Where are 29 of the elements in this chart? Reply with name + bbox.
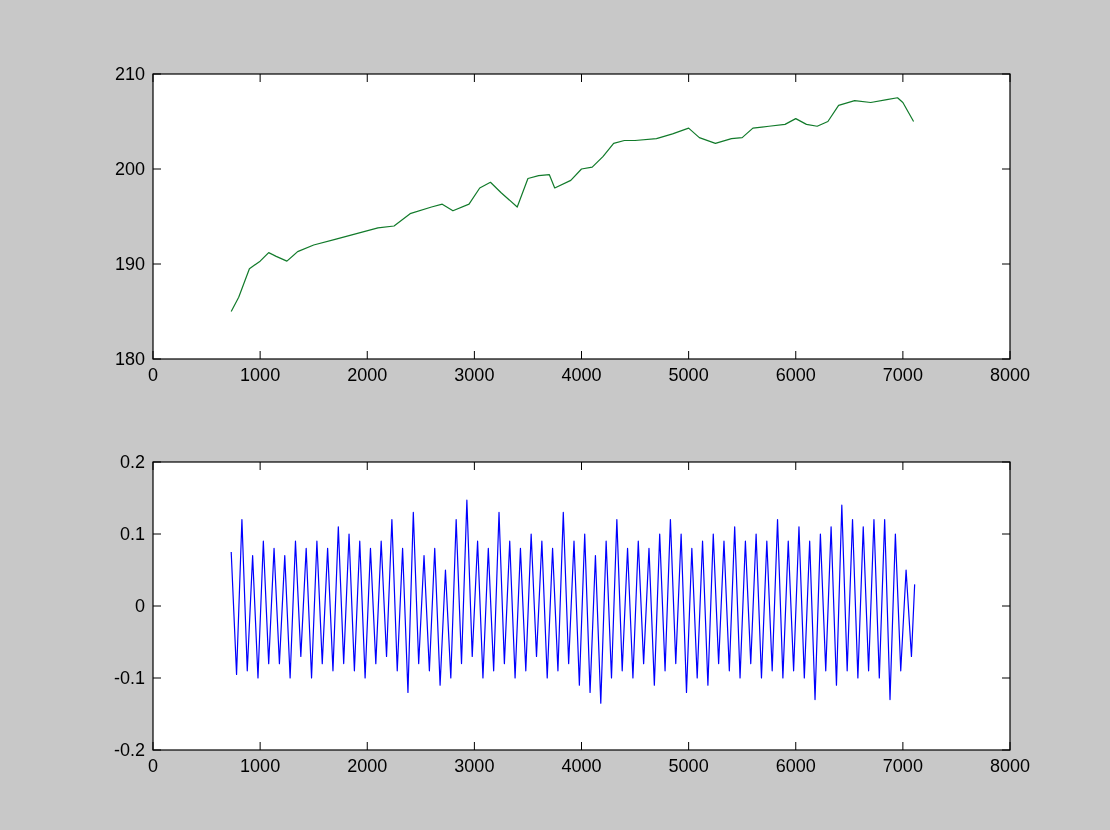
x-tick-label: 7000 bbox=[882, 365, 923, 385]
y-tick-label: 0.1 bbox=[119, 524, 145, 544]
x-tick-label: 4000 bbox=[561, 365, 602, 385]
x-tick-label: 6000 bbox=[775, 365, 816, 385]
y-tick-label: -0.1 bbox=[113, 668, 145, 688]
y-tick-label: 210 bbox=[114, 64, 145, 84]
x-tick-label: 2000 bbox=[347, 365, 388, 385]
y-tick-label: 190 bbox=[114, 254, 145, 274]
x-tick-label: 8000 bbox=[989, 365, 1031, 385]
x-tick-label: 0 bbox=[147, 756, 159, 776]
x-tick-label: 5000 bbox=[668, 365, 709, 385]
x-tick-label: 4000 bbox=[561, 756, 602, 776]
x-tick-label: 7000 bbox=[882, 756, 923, 776]
y-tick-label: 180 bbox=[114, 349, 145, 369]
x-tick-label: 8000 bbox=[989, 756, 1031, 776]
x-tick-label: 3000 bbox=[454, 756, 495, 776]
x-tick-label: 5000 bbox=[668, 756, 709, 776]
y-tick-label: 200 bbox=[114, 159, 145, 179]
x-tick-label: 2000 bbox=[347, 756, 388, 776]
x-tick-label: 1000 bbox=[240, 756, 281, 776]
y-tick-label: -0.2 bbox=[113, 740, 145, 760]
x-tick-label: 1000 bbox=[240, 365, 281, 385]
line-series bbox=[230, 97, 915, 313]
y-tick-label: 0 bbox=[134, 596, 145, 616]
line-series bbox=[230, 499, 916, 704]
x-tick-label: 3000 bbox=[454, 365, 495, 385]
x-tick-label: 6000 bbox=[775, 756, 816, 776]
y-tick-label: 0.2 bbox=[119, 452, 145, 472]
x-tick-label: 0 bbox=[147, 365, 159, 385]
